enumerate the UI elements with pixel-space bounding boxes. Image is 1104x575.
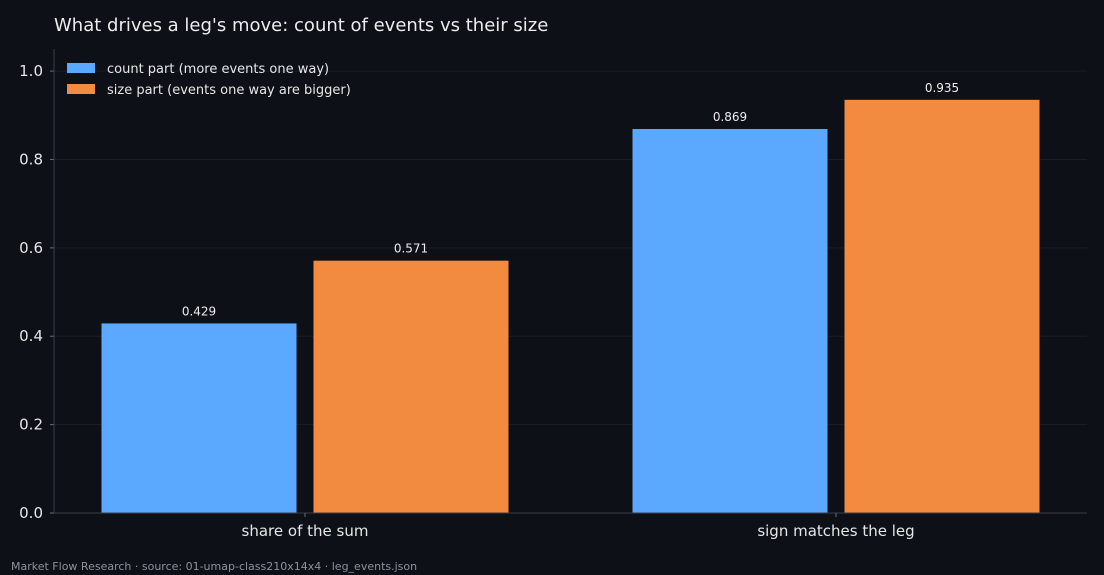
bar: [844, 99, 1040, 514]
data-label: 0.869: [713, 110, 747, 124]
y-tick-label: 0.6: [19, 239, 43, 257]
bar: [632, 128, 828, 514]
legend-label: count part (more events one way): [107, 62, 329, 77]
bar: [101, 323, 297, 513]
bar: [313, 260, 509, 513]
labels: 0.0 0.2 0.4 0.6 0.8 1.0 0.429 0.571 share of the…: [19, 62, 959, 540]
y-tick-label: 0.2: [19, 416, 43, 434]
data-label: 0.571: [394, 242, 428, 256]
bars: [101, 99, 1040, 514]
legend-swatch: [67, 63, 95, 73]
legend: count part (more events one way) size par…: [67, 62, 351, 98]
chart-title: What drives a leg's move: count of event…: [54, 15, 549, 36]
x-tick-label: sign matches the leg: [757, 522, 914, 540]
footer-source: Market Flow Research · source: 01-umap-c…: [11, 560, 418, 573]
y-tick-label: 0.4: [19, 327, 43, 345]
y-tick-label: 1.0: [19, 62, 43, 80]
axes: [50, 49, 1087, 517]
data-label: 0.429: [182, 304, 216, 318]
data-label: 0.935: [925, 81, 959, 95]
legend-label: size part (events one way are bigger): [107, 83, 351, 98]
y-tick-label: 0.0: [19, 504, 43, 522]
legend-swatch: [67, 84, 95, 94]
x-tick-label: share of the sum: [242, 522, 369, 540]
y-tick-label: 0.8: [19, 150, 43, 168]
